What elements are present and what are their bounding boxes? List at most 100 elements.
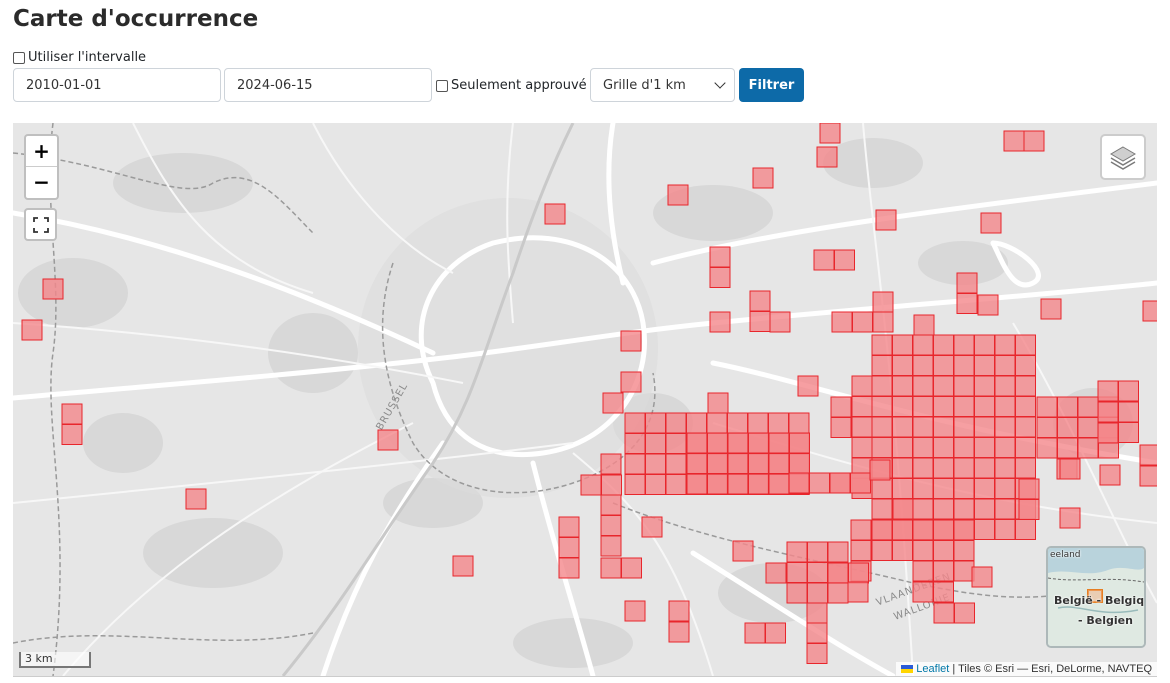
occurrence-cell[interactable] [816,146,838,168]
occurrence-cell[interactable] [1015,334,1036,356]
occurrence-cell[interactable] [850,519,872,541]
occurrence-cell[interactable] [974,498,995,520]
occurrence-cell[interactable] [1142,300,1157,322]
occurrence-cell[interactable] [789,453,810,474]
occurrence-cell[interactable] [871,375,893,397]
occurrence-cell[interactable] [827,562,849,584]
occurrence-cell[interactable] [61,424,83,445]
occurrence-cell[interactable] [953,437,975,458]
occurrence-cell[interactable] [933,540,954,561]
occurrence-cell[interactable] [1097,380,1119,402]
occurrence-cell[interactable] [851,375,873,397]
occurrence-cell[interactable] [994,457,1016,479]
layers-button[interactable] [1100,134,1146,180]
occurrence-cell[interactable] [786,582,808,604]
occurrence-cell[interactable] [686,473,708,495]
occurrence-cell[interactable] [1118,380,1139,402]
occurrence-cell[interactable] [994,334,1016,356]
occurrence-cell[interactable] [994,396,1016,417]
grid-size-select[interactable]: Grille d'1 km [590,68,735,102]
occurrence-cell[interactable] [933,602,955,624]
occurrence-cell[interactable] [665,433,687,454]
occurrence-cell[interactable] [1057,396,1078,418]
occurrence-cell[interactable] [912,416,934,438]
occurrence-map[interactable]: BRUSSEL VLAANDEREN WALLONIE + − [13,123,1157,677]
date-to-input[interactable]: 2024-06-15 [224,68,432,102]
occurrence-cell[interactable] [727,432,749,454]
occurrence-cell[interactable] [1015,396,1036,417]
minimap[interactable]: eeland België - Belgique - Belgien [1046,546,1146,648]
occurrence-cell[interactable] [872,311,894,333]
occurrence-cell[interactable] [827,541,849,563]
occurrence-cell[interactable] [871,334,893,356]
occurrence-cell[interactable] [871,478,893,499]
occurrence-cell[interactable] [185,488,207,510]
occurrence-cell[interactable] [645,474,666,495]
occurrence-cell[interactable] [956,272,978,294]
occurrence-cell[interactable] [953,375,975,397]
occurrence-cell[interactable] [707,473,728,495]
occurrence-cell[interactable] [769,311,791,333]
only-approved-checkbox[interactable] [436,79,448,92]
occurrence-cell[interactable] [933,581,954,603]
occurrence-cell[interactable] [871,396,893,417]
occurrence-cell[interactable] [665,412,687,434]
occurrence-cell[interactable] [912,396,934,417]
occurrence-cell[interactable] [933,334,954,356]
occurrence-cell[interactable] [1036,396,1058,418]
occurrence-cell[interactable] [827,582,849,604]
occurrence-cell[interactable] [748,473,769,495]
occurrence-cell[interactable] [994,437,1016,458]
occurrence-cell[interactable] [1015,355,1036,376]
occurrence-cell[interactable] [933,560,954,582]
occurrence-cell[interactable] [600,494,622,516]
occurrence-cell[interactable] [1015,375,1036,397]
occurrence-cell[interactable] [974,457,995,479]
occurrence-cell[interactable] [851,437,873,458]
occurrence-cell[interactable] [727,412,748,434]
occurrence-cell[interactable] [933,457,954,479]
occurrence-cell[interactable] [847,581,869,603]
occurrence-cell[interactable] [871,355,893,376]
occurrence-cell[interactable] [620,330,642,352]
zoom-in-button[interactable]: + [26,136,57,167]
occurrence-cell[interactable] [665,474,687,495]
occurrence-cell[interactable] [707,432,728,454]
occurrence-cell[interactable] [1015,457,1036,479]
occurrence-cell[interactable] [830,396,852,418]
occurrence-cell[interactable] [1077,417,1099,438]
leaflet-link[interactable]: Leaflet [916,663,950,675]
occurrence-cell[interactable] [974,396,995,417]
occurrence-cell[interactable] [974,334,995,356]
occurrence-cell[interactable] [913,314,935,336]
occurrence-cell[interactable] [875,209,897,231]
occurrence-cell[interactable] [852,311,873,333]
occurrence-cell[interactable] [974,478,995,499]
occurrence-cell[interactable] [580,474,602,496]
occurrence-cell[interactable] [974,437,995,458]
occurrence-cell[interactable] [871,519,893,541]
occurrence-cell[interactable] [768,473,790,495]
occurrence-cell[interactable] [892,375,913,397]
occurrence-cell[interactable] [732,540,754,562]
occurrence-cell[interactable] [806,622,828,644]
occurrence-cell[interactable] [829,472,851,494]
filter-button[interactable]: Filtrer [739,68,804,102]
occurrence-cell[interactable] [912,375,934,397]
occurrence-cell[interactable] [806,643,828,664]
occurrence-cell[interactable] [871,540,893,561]
occurrence-cell[interactable] [912,457,934,479]
occurrence-cell[interactable] [953,540,975,561]
use-interval-checkbox[interactable] [13,51,25,64]
occurrence-cell[interactable] [933,519,954,541]
occurrence-cell[interactable] [624,474,646,495]
occurrence-cell[interactable] [558,557,580,579]
occurrence-cell[interactable] [1059,507,1081,529]
occurrence-cell[interactable] [1018,499,1040,520]
occurrence-cell[interactable] [61,403,83,425]
occurrence-cell[interactable] [956,293,978,314]
occurrence-cell[interactable] [851,416,873,438]
occurrence-cell[interactable] [706,412,728,434]
occurrence-cell[interactable] [831,311,853,333]
occurrence-cell[interactable] [620,371,642,393]
